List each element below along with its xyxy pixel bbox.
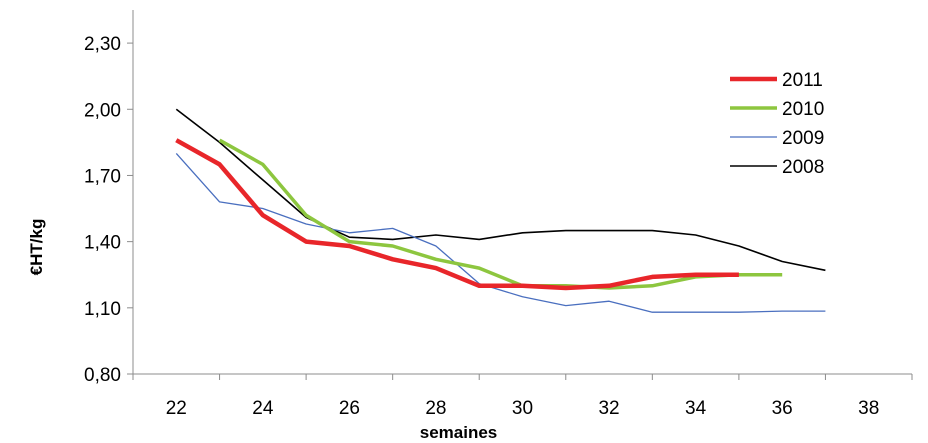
y-tick-label: 2,00 — [84, 100, 121, 121]
x-axis-title: semaines — [420, 423, 498, 442]
x-tick-label: 28 — [425, 398, 446, 419]
y-tick-label: 0,80 — [84, 365, 121, 386]
x-tick-label: 26 — [339, 398, 360, 419]
x-tick-label: 32 — [598, 398, 619, 419]
x-tick-label: 36 — [772, 398, 793, 419]
legend: 2011 2010 2009 2008 — [725, 62, 903, 184]
series-line-2009 — [175, 152, 826, 313]
axes: 0,80 1,10 1,40 1,70 2,00 2,30 22 24 26 28 30 32 34 36… — [84, 10, 913, 419]
series-line-2011 — [175, 138, 739, 291]
x-tick-label: 34 — [685, 398, 707, 419]
x-tick-label: 22 — [166, 398, 187, 419]
x-tick-label: 24 — [252, 398, 274, 419]
series-lines — [175, 108, 826, 313]
legend-label-2009: 2009 — [782, 128, 824, 149]
y-tick-label: 2,30 — [84, 34, 121, 55]
legend-label-2011: 2011 — [782, 70, 823, 91]
x-tick-label: 30 — [512, 398, 533, 419]
legend-label-2010: 2010 — [782, 99, 824, 120]
y-axis-title: €HT/kg — [27, 219, 46, 276]
series-line-2010 — [218, 138, 783, 290]
legend-label-2008: 2008 — [782, 157, 824, 178]
legend-box — [725, 62, 903, 184]
y-tick-label: 1,70 — [84, 166, 121, 187]
y-tick-label: 1,40 — [84, 233, 121, 254]
x-tick-label: 38 — [858, 398, 879, 419]
series-line-2008 — [175, 108, 826, 272]
y-tick-label: 1,10 — [84, 299, 121, 320]
